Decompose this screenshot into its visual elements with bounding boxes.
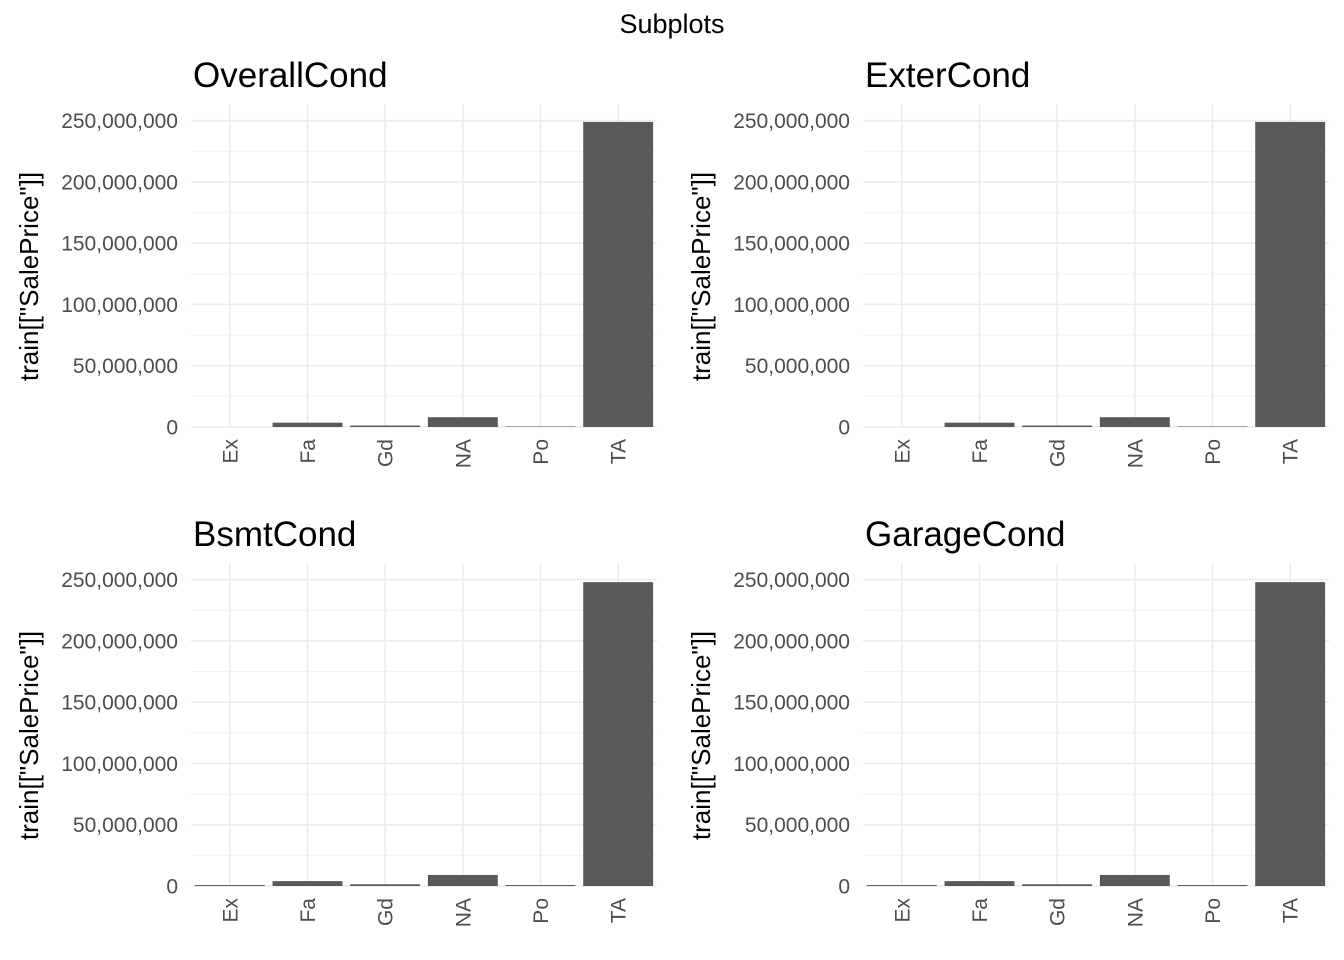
y-tick-label: 100,000,000 — [61, 753, 178, 776]
y-tick-label: 50,000,000 — [745, 814, 850, 837]
x-tick-label: Fa — [297, 439, 320, 464]
y-tick-label: 150,000,000 — [733, 233, 850, 256]
y-tick-label: 250,000,000 — [733, 569, 850, 592]
bar-po — [1177, 885, 1248, 886]
bar-gd — [350, 425, 421, 427]
y-tick-label: 0 — [166, 417, 178, 440]
y-tick-label: 250,000,000 — [733, 110, 850, 133]
x-tick-label: NA — [1124, 898, 1147, 927]
x-tick-label: NA — [452, 439, 475, 468]
subplot-title: GarageCond — [865, 515, 1065, 554]
subplot-title: OverallCond — [193, 56, 388, 95]
y-axis-label: train[["SalePrice"]] — [14, 172, 44, 381]
bar-gd — [1022, 884, 1093, 886]
x-tick-label: Po — [1202, 898, 1225, 924]
y-tick-label: 250,000,000 — [61, 110, 178, 133]
bar-ta — [583, 582, 654, 886]
y-tick-label: 200,000,000 — [733, 630, 850, 653]
y-tick-label: 150,000,000 — [61, 692, 178, 715]
x-tick-label: TA — [608, 439, 631, 464]
x-tick-label: Ex — [891, 439, 914, 464]
bar-ta — [1255, 121, 1326, 427]
x-tick-label: Fa — [969, 439, 992, 464]
x-tick-label: Ex — [891, 898, 914, 923]
subplot-garagecond: 0 50,000,000 100,000,000 150,000,000 200,000… — [686, 515, 1329, 927]
y-axis-label: train[["SalePrice"]] — [686, 172, 716, 381]
x-tick-label: Gd — [1047, 898, 1070, 926]
subplot-extercond: 0 50,000,000 100,000,000 150,000,000 200,000… — [686, 56, 1329, 468]
bar-fa — [272, 881, 343, 886]
x-tick-label: Po — [530, 439, 553, 465]
y-tick-label: 150,000,000 — [61, 233, 178, 256]
y-tick-label: 100,000,000 — [733, 753, 850, 776]
x-tick-label: Gd — [375, 898, 398, 926]
y-tick-label: 50,000,000 — [73, 355, 178, 378]
x-tick-label: Po — [530, 898, 553, 924]
y-tick-label: 150,000,000 — [733, 692, 850, 715]
bar-ex — [194, 885, 265, 886]
bar-na — [427, 874, 498, 886]
x-tick-label: Fa — [297, 898, 320, 923]
y-tick-label: 50,000,000 — [745, 355, 850, 378]
x-tick-label: NA — [1124, 439, 1147, 468]
subplot-title: ExterCond — [865, 56, 1030, 95]
subplot-overallcond: 0 50,000,000 100,000,000 150,000,000 200,000… — [14, 56, 657, 468]
x-tick-label: Gd — [375, 439, 398, 467]
x-tick-label: Fa — [969, 898, 992, 923]
x-tick-label: Ex — [219, 439, 242, 464]
y-axis-label: train[["SalePrice"]] — [686, 631, 716, 840]
bar-na — [1099, 874, 1170, 886]
y-tick-label: 100,000,000 — [61, 294, 178, 317]
bar-fa — [272, 422, 343, 427]
x-tick-label: NA — [452, 898, 475, 927]
y-tick-label: 200,000,000 — [733, 171, 850, 194]
bar-na — [1099, 417, 1170, 427]
y-tick-label: 200,000,000 — [61, 171, 178, 194]
x-tick-label: TA — [608, 898, 631, 923]
subplot-title: BsmtCond — [193, 515, 356, 554]
y-tick-label: 250,000,000 — [61, 569, 178, 592]
x-tick-label: Ex — [219, 898, 242, 923]
bar-ta — [583, 121, 654, 427]
y-tick-label: 0 — [838, 417, 850, 440]
x-tick-label: Gd — [1047, 439, 1070, 467]
x-tick-label: TA — [1280, 898, 1303, 923]
bar-gd — [1022, 425, 1093, 427]
y-tick-label: 50,000,000 — [73, 814, 178, 837]
y-tick-label: 0 — [838, 876, 850, 899]
bar-na — [427, 417, 498, 427]
bar-po — [505, 885, 576, 886]
x-tick-label: Po — [1202, 439, 1225, 465]
bar-ex — [866, 885, 937, 886]
figure-title: Subplots — [619, 9, 724, 39]
y-tick-label: 100,000,000 — [733, 294, 850, 317]
bar-gd — [350, 884, 421, 886]
bar-ta — [1255, 582, 1326, 886]
x-tick-label: TA — [1280, 439, 1303, 464]
y-axis-label: train[["SalePrice"]] — [14, 631, 44, 840]
y-tick-label: 0 — [166, 876, 178, 899]
bar-fa — [944, 881, 1015, 886]
bar-fa — [944, 422, 1015, 427]
subplot-bsmtcond: 0 50,000,000 100,000,000 150,000,000 200,000… — [14, 515, 657, 927]
y-tick-label: 200,000,000 — [61, 630, 178, 653]
